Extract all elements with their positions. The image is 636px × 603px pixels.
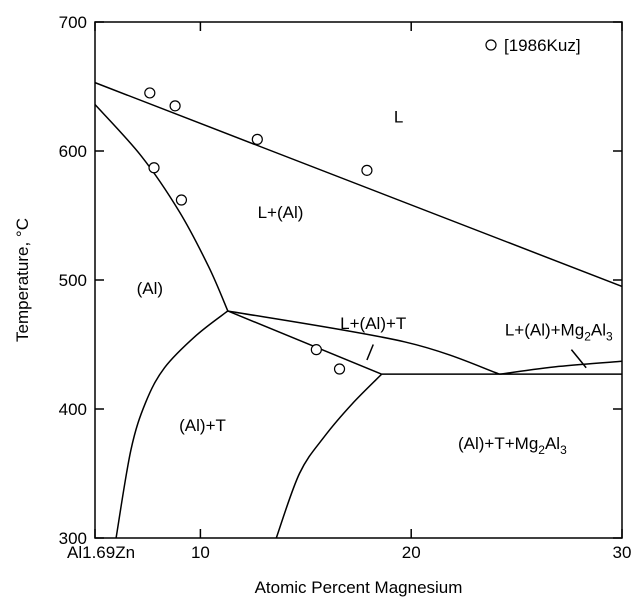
legend: [1986Kuz] (485, 36, 581, 55)
x-tick-label: Al1.69Zn (67, 543, 135, 562)
data-point (148, 162, 160, 174)
legend-label: [1986Kuz] (504, 36, 581, 55)
data-point (169, 100, 181, 112)
curve-al-solvus (115, 310, 229, 539)
region-label: (Al)+T+Mg2Al3 (458, 434, 567, 457)
x-tick-label: 30 (613, 543, 632, 562)
curve-eutectic-line-1 (227, 310, 382, 375)
curve-leader-L+(Al)+T (366, 344, 374, 361)
curve-leader-L+(Al)+Mg2Al3 (570, 349, 587, 369)
y-tick-label: 600 (59, 142, 87, 161)
legend-marker (485, 39, 497, 51)
x-axis-label: Atomic Percent Magnesium (255, 578, 463, 597)
curve-mg2al3-liquidus (499, 360, 623, 375)
curve-t-solvus (275, 373, 383, 539)
y-tick-label: 700 (59, 13, 87, 32)
data-point (310, 344, 322, 356)
region-label: L+(Al) (258, 203, 304, 222)
axis-ticks (94, 21, 623, 539)
curve-solidus (94, 104, 229, 312)
curve-peritectic-boundary (227, 310, 500, 375)
experimental-points (144, 87, 373, 375)
data-point (361, 164, 373, 176)
region-label: L+(Al)+Mg2Al3 (505, 320, 613, 343)
data-point (251, 133, 263, 145)
region-label: (Al) (137, 279, 163, 298)
x-tick-labels: Al1.69Zn 10 20 30 (67, 543, 631, 562)
y-tick-labels: 300 400 500 600 700 (59, 13, 87, 548)
y-axis-label: Temperature, °C (13, 218, 32, 342)
region-labels: L L+(Al) (Al) L+(Al)+T (Al)+T L+(Al)+Mg2Al3 (A… (137, 108, 613, 457)
x-tick-label: 20 (402, 543, 421, 562)
region-label: L (394, 108, 403, 127)
region-label: (Al)+T (179, 416, 226, 435)
phase-boundaries (94, 81, 623, 539)
y-tick-label: 500 (59, 271, 87, 290)
curve-liquidus (94, 81, 623, 288)
y-tick-label: 400 (59, 400, 87, 419)
plot-frame (94, 21, 623, 539)
data-point (144, 87, 156, 99)
x-tick-label: 10 (191, 543, 210, 562)
y-tick-label: 300 (59, 529, 87, 548)
data-point (175, 194, 188, 206)
region-label: L+(Al)+T (340, 314, 406, 333)
data-point (333, 363, 346, 375)
